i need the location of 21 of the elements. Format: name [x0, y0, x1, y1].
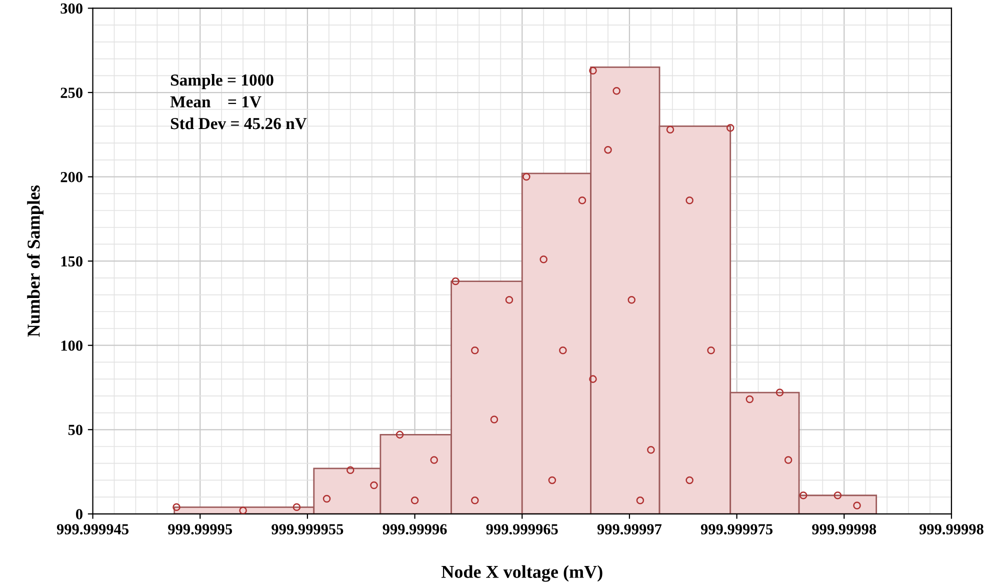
annotation: Sample = 1000	[170, 74, 274, 90]
x-tick-label: 999.99998	[812, 524, 876, 534]
x-tick-label: 999.99996	[382, 524, 447, 534]
annotation: Std Dev = 45.26 nV	[170, 117, 307, 130]
x-tick-label: 999.99998	[919, 524, 984, 534]
x-axis-title: Node X voltage (mV)	[441, 565, 602, 582]
x-tick-label: 999.999975	[700, 524, 773, 534]
x-tick-label: 999.999955	[272, 524, 344, 534]
y-tick-label: 300	[60, 3, 82, 14]
x-tick-label: 999.999945	[56, 524, 129, 534]
y-tick-label: 0	[76, 509, 82, 520]
y-tick-label: 50	[68, 424, 82, 436]
x-tick-label: 999.999965	[486, 524, 558, 534]
x-tick-label: 999.99997	[597, 524, 662, 534]
y-tick-label: 100	[61, 340, 82, 351]
y-tick-label: 250	[60, 88, 82, 98]
y-tick-label: 200	[60, 172, 82, 182]
y-tick-label: 150	[61, 256, 82, 267]
annotation: Mean = 1V	[170, 96, 262, 108]
x-tick-label: 999.99995	[168, 524, 232, 534]
y-axis-title: Number of Samples	[26, 185, 44, 337]
